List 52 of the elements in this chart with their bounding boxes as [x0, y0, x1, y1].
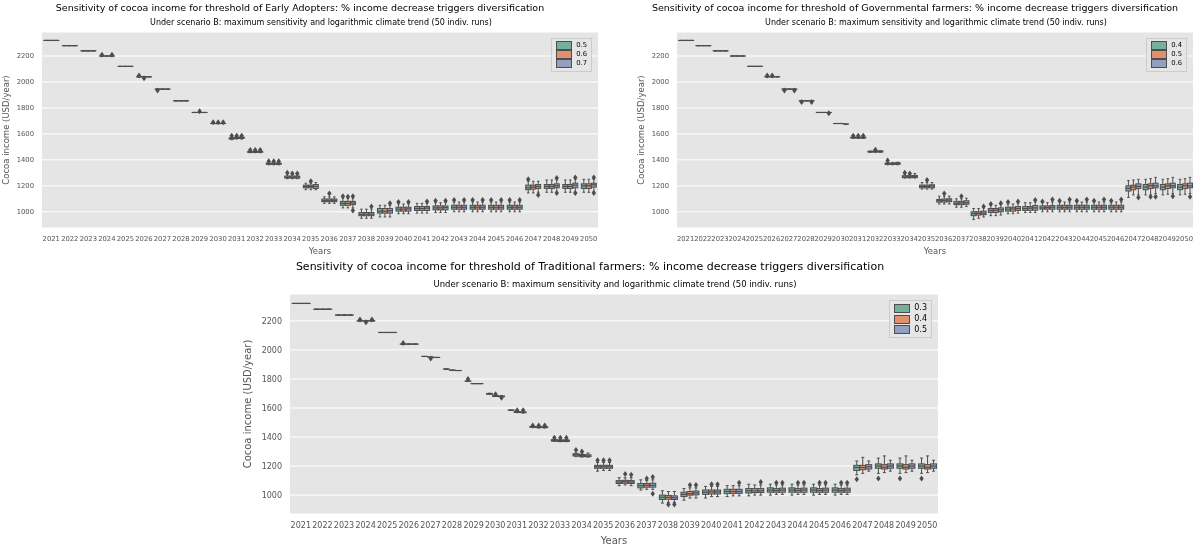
x-tick-label: 2028	[441, 520, 463, 530]
x-tick-label: 2035	[593, 520, 614, 530]
x-tick-label: 2033	[549, 520, 571, 530]
chart-title: Sensitivity of cocoa income for threshold of Early Adopters: % income decrease triggers diversification	[54, 2, 546, 15]
y-axis-title: Cocoa income (USD/year)	[241, 339, 253, 469]
x-tick-label: 2046	[830, 520, 851, 530]
y-tick-label: 1400	[261, 432, 282, 442]
chart-subtitle: Under scenario B: maximum sensitivity and logarithmic climate trend (50 indiv. runs)	[432, 279, 798, 291]
x-tick-label: 2049	[895, 520, 916, 530]
x-tick-label: 2031	[506, 520, 527, 530]
x-tick-label: 2021	[290, 520, 311, 530]
chart-title: Sensitivity of cocoa income for threshold of Traditional farmers: % income decrease triggers diversification	[294, 260, 886, 275]
x-tick-label: 2037	[636, 520, 657, 530]
x-tick-label: 2024	[355, 520, 376, 530]
y-axis-title: Cocoa income (USD/year)	[0, 75, 11, 185]
x-tick-label: 2050	[917, 520, 938, 530]
chart-subtitle: Under scenario B: maximum sensitivity and logarithmic climate trend (50 indiv. runs)	[149, 18, 493, 29]
y-tick-label: 1000	[261, 490, 282, 500]
y-axis-title: Cocoa income (USD/year)	[635, 75, 646, 185]
x-tick-label: 2029	[463, 520, 484, 530]
legend-label: 0.4	[914, 313, 927, 325]
x-tick-label: 2032	[528, 520, 549, 530]
y-tick-label: 2200	[261, 316, 282, 326]
chart-title: Sensitivity of cocoa income for threshold of Governmental farmers: % income decrease triggers diversification	[650, 2, 1180, 15]
y-tick-label: 1600	[261, 403, 282, 413]
y-tick-label: 2000	[261, 345, 282, 355]
x-tick-label: 2027	[420, 520, 441, 530]
x-tick-label: 2042	[744, 520, 765, 530]
x-tick-label: 2025	[377, 520, 398, 530]
x-tick-label: 2044	[787, 520, 808, 530]
x-axis-title: Years	[307, 246, 332, 256]
x-tick-label: 2026	[398, 520, 419, 530]
y-tick-label: 1200	[261, 461, 282, 471]
legend-label: 0.3	[914, 303, 927, 314]
x-tick-label: 2048	[873, 520, 895, 530]
x-tick-label: 2043	[765, 520, 787, 530]
x-tick-label: 2023	[333, 520, 355, 530]
x-tick-label: 2039	[679, 520, 700, 530]
x-tick-label: 2034	[571, 520, 592, 530]
x-tick-label: 2036	[614, 520, 635, 530]
x-axis-title: Years	[922, 246, 947, 256]
x-axis-title: Years	[599, 535, 628, 544]
x-tick-label: 2041	[722, 520, 743, 530]
x-tick-label: 2022	[312, 520, 333, 530]
x-tick-label: 2047	[852, 520, 873, 530]
y-tick-label: 1800	[261, 374, 282, 384]
legend-label: 0.5	[914, 324, 927, 336]
x-tick-label: 2045	[809, 520, 830, 530]
x-tick-label: 2038	[657, 520, 679, 530]
chart-subtitle: Under scenario B: maximum sensitivity and logarithmic climate trend (50 indiv. runs)	[764, 18, 1108, 29]
x-tick-label: 2030	[485, 520, 506, 530]
x-tick-label: 2040	[701, 520, 722, 530]
